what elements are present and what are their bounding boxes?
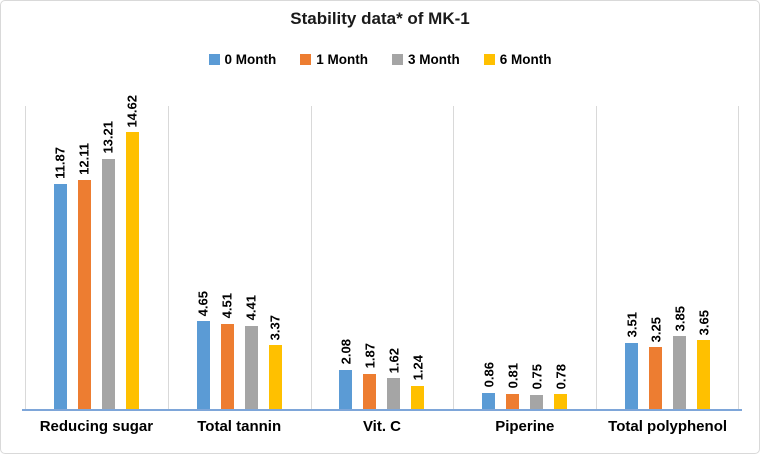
bar-value-label: 12.11 [76, 142, 92, 175]
bar-value-label: 3.25 [648, 317, 664, 343]
bar-value-label: 1.62 [386, 348, 402, 374]
bar-1-month: 3.25 [648, 317, 663, 409]
bar-3-month: 3.85 [672, 306, 687, 409]
bar-3-month: 0.75 [529, 364, 544, 409]
bar-value-label: 4.41 [243, 295, 259, 321]
legend-label: 6 Month [499, 52, 552, 67]
bar-group-reducing-sugar: 11.87 12.11 13.21 14.62 Reducing sugar [25, 95, 168, 435]
legend-item-0-month: 0 Month [208, 52, 277, 67]
bar-6-month: 3.65 [696, 310, 711, 409]
bar-6-month: 14.62 [125, 95, 140, 409]
bar-3-month: 4.41 [244, 295, 259, 409]
bar-group-total-tannin: 4.65 4.51 4.41 3.37 Total tannin [168, 106, 311, 435]
bar-6-month: 3.37 [268, 315, 283, 409]
bar-value-label: 4.51 [219, 293, 235, 319]
category-gridline [25, 106, 26, 409]
bar-group-vit-c: 2.08 1.87 1.62 1.24 Vit. C [311, 106, 454, 435]
bar-0-month: 0.86 [481, 362, 496, 409]
bar-group-piperine: 0.86 0.81 0.75 0.78 Piperine [453, 106, 596, 435]
bar-6-month: 1.24 [410, 355, 425, 409]
bar-1-month: 12.11 [77, 143, 92, 409]
legend-label: 0 Month [224, 52, 277, 67]
legend-label: 3 Month [408, 52, 460, 67]
bar-0-month: 11.87 [53, 147, 68, 409]
bar-value-label: 11.87 [52, 147, 68, 180]
legend-swatch-icon [208, 54, 220, 65]
bar-value-label: 4.65 [195, 290, 211, 316]
chart-title: Stability data* of MK-1 [290, 9, 470, 28]
legend-item-1-month: 1 Month [300, 52, 368, 67]
category-gridline [310, 106, 312, 409]
bar-value-label: 3.85 [672, 305, 688, 332]
category-gridline [453, 106, 455, 409]
bar-6-month: 0.78 [553, 364, 568, 409]
category-label: Total polyphenol [608, 418, 728, 435]
bar-value-label: 1.24 [410, 355, 426, 381]
bar-value-label: 0.81 [505, 363, 521, 389]
bar-0-month: 4.65 [196, 291, 211, 409]
bar-0-month: 3.51 [624, 312, 639, 409]
category-label: Total tannin [197, 418, 282, 435]
bar-1-month: 4.51 [220, 293, 235, 409]
category-gridline [738, 106, 739, 409]
bar-value-label: 3.37 [267, 314, 283, 341]
bar-value-label: 3.65 [696, 309, 712, 335]
bar-value-label: 2.08 [338, 339, 354, 365]
category-gridline [167, 106, 169, 409]
legend-item-3-month: 3 Month [392, 52, 460, 67]
legend-item-6-month: 6 Month [483, 52, 552, 67]
legend-swatch-icon [300, 54, 312, 65]
bar-value-label: 0.86 [481, 362, 497, 388]
bar-1-month: 0.81 [505, 363, 520, 409]
bar-value-label: 13.21 [100, 121, 116, 154]
plot-area: 11.87 12.11 13.21 14.62 Reducing sugar 4.65 4.… [22, 95, 742, 435]
legend-swatch-icon [483, 54, 495, 65]
category-gridline [596, 106, 598, 409]
bar-0-month: 2.08 [338, 339, 353, 409]
category-label: Reducing sugar [39, 418, 154, 435]
x-axis-line [22, 409, 742, 411]
bar-value-label: 0.75 [529, 364, 545, 390]
bar-value-label: 14.62 [124, 94, 140, 128]
bar-group-total-polyphenol: 3.51 3.25 3.85 3.65 Total polyphenol [596, 106, 739, 435]
bar-value-label: 1.87 [362, 343, 378, 369]
bar-3-month: 1.62 [386, 348, 401, 409]
category-label: Vit. C [362, 418, 402, 435]
bar-3-month: 13.21 [101, 121, 116, 409]
bar-1-month: 1.87 [362, 343, 377, 409]
legend: 0 Month 1 Month 3 Month 6 Month [1, 52, 759, 67]
legend-label: 1 Month [316, 52, 368, 67]
category-label: Piperine [495, 418, 555, 435]
legend-swatch-icon [392, 54, 403, 65]
bar-value-label: 3.51 [624, 312, 640, 338]
bar-value-label: 0.78 [553, 363, 569, 390]
